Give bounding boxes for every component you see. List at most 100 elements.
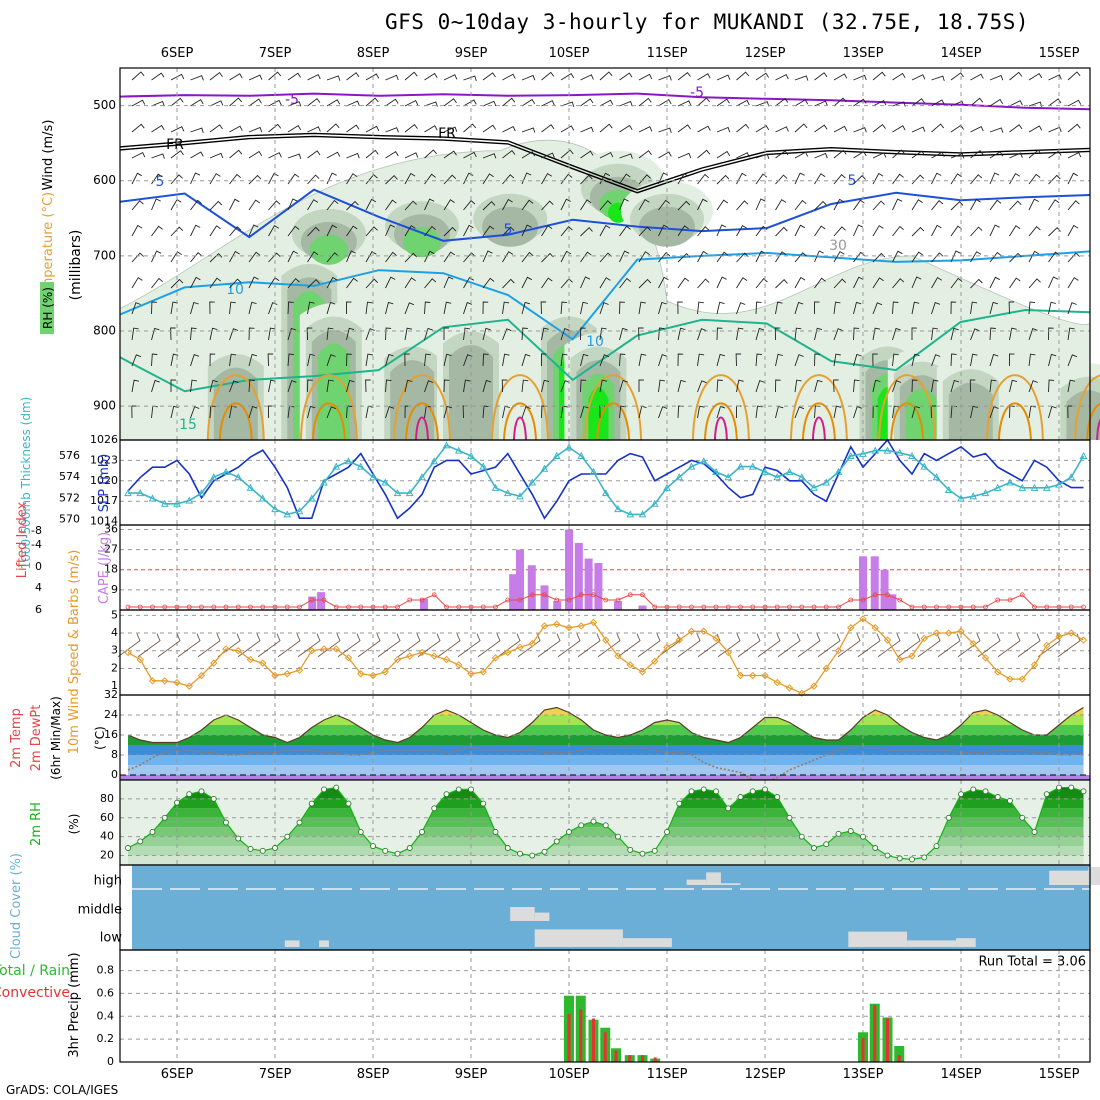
wind-barb — [833, 73, 848, 81]
panel-frame — [119, 949, 1091, 1063]
isotherm-line — [119, 250, 1091, 341]
wind-barb — [892, 380, 902, 393]
wind-speed-marker — [969, 639, 977, 648]
wind-barb — [404, 252, 418, 263]
wind-barb — [911, 150, 925, 159]
wind-barb — [638, 353, 647, 367]
cape-bar — [553, 601, 562, 610]
wind-barb — [892, 125, 906, 133]
li-marker — [823, 604, 829, 610]
isotherm-line — [119, 135, 1091, 194]
x-tick-top: 9SEP — [455, 46, 488, 61]
li-marker — [260, 604, 266, 610]
wind-barb — [814, 200, 827, 211]
wind-speed-marker — [798, 689, 806, 697]
isotherm-arch — [299, 374, 358, 441]
contour-label: 5 — [156, 174, 165, 190]
wind-barb — [833, 125, 848, 133]
wind-barb — [931, 327, 938, 341]
wind-barb — [716, 126, 731, 133]
temp-band — [120, 695, 1090, 705]
wind-barb — [346, 327, 355, 341]
wind-barb — [989, 276, 1001, 289]
wind-barb — [1028, 125, 1043, 133]
wind-barb — [736, 277, 748, 289]
wind-barb-10m — [1057, 633, 1081, 658]
wind-barb — [1009, 152, 1023, 159]
li-marker — [701, 604, 707, 610]
wind-barb — [599, 151, 614, 159]
wind-barb — [892, 72, 906, 81]
wind-barb — [346, 152, 360, 159]
wind-barb — [950, 277, 963, 289]
cape-bar — [638, 605, 647, 610]
wind-barb — [463, 379, 471, 393]
wind-barb — [794, 354, 804, 367]
rh-shade-blob — [309, 234, 348, 265]
cloud-block-low — [907, 940, 957, 947]
thickness-marker — [258, 494, 267, 502]
wind-barb — [658, 224, 669, 237]
wind-barb — [736, 302, 746, 315]
wind-barb — [463, 224, 474, 237]
wind-barb — [268, 152, 282, 159]
thickness-marker — [295, 507, 304, 515]
wind-barb — [151, 153, 165, 159]
wind-barb — [1048, 150, 1062, 159]
wind-barb — [736, 71, 750, 81]
wind-speed-marker — [271, 671, 279, 680]
wind-speed-marker — [651, 657, 659, 666]
cloud-block-high — [720, 883, 741, 885]
li-marker — [860, 597, 866, 603]
thickness-marker — [393, 489, 402, 497]
wind-barb — [170, 327, 176, 341]
cloud-block-low — [848, 931, 908, 947]
wind-barb — [170, 73, 185, 81]
wind-barb — [131, 99, 146, 107]
wind-barb — [619, 379, 628, 393]
wind-barb — [287, 101, 302, 107]
wind-barb — [619, 124, 633, 133]
wind-barb — [521, 151, 536, 159]
thickness-marker — [418, 473, 426, 481]
wind-barb — [502, 301, 510, 315]
wind-barb — [502, 149, 516, 159]
rh-marker — [1007, 797, 1013, 804]
wind-barb — [404, 379, 413, 393]
wind-barb — [1009, 172, 1021, 185]
wind-barb — [736, 200, 749, 211]
wind-barb — [931, 123, 945, 133]
wind-barb — [716, 276, 727, 289]
wind-barb — [502, 125, 516, 133]
li-marker — [1032, 604, 1037, 610]
wind-barb — [287, 72, 301, 81]
wind-barb — [385, 251, 397, 263]
tick-label: 6 — [35, 603, 42, 616]
wind-barb — [853, 379, 860, 393]
wind-barb — [170, 150, 184, 159]
wind-barb — [872, 225, 884, 237]
wind-barb — [911, 251, 924, 263]
wind-speed-marker — [871, 624, 879, 632]
wind-barb — [541, 124, 555, 133]
li-marker — [468, 604, 474, 610]
tick-label: 8 — [111, 748, 118, 761]
wind-barb — [326, 123, 340, 133]
wind-barb — [287, 153, 302, 160]
tick-label: 0 — [35, 560, 42, 573]
li-marker — [676, 604, 682, 610]
rh-marker — [566, 828, 572, 835]
wind-barb — [424, 327, 433, 341]
x-tick-bottom: 10SEP — [549, 1067, 590, 1082]
wind-barb — [775, 279, 788, 289]
wind-barb — [560, 380, 570, 393]
wind-barb — [248, 276, 259, 289]
wind-barb — [131, 200, 144, 211]
wind-barb — [482, 277, 495, 289]
li-marker — [762, 604, 768, 610]
wind-barb — [170, 126, 185, 133]
rh-marker — [406, 845, 413, 851]
isotherm-arch — [997, 402, 1032, 441]
wind-speed-marker — [822, 664, 830, 673]
wind-barb — [658, 354, 668, 367]
